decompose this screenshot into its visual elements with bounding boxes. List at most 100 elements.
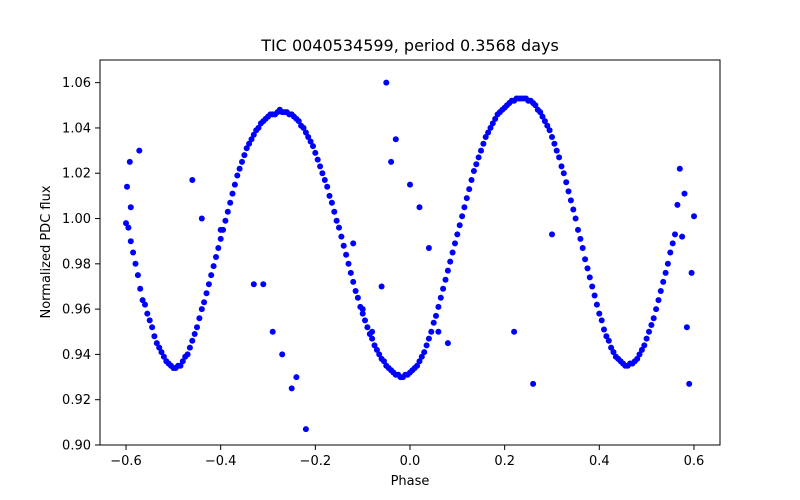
x-tick-label: −0.6: [110, 454, 142, 469]
data-point: [321, 177, 328, 183]
y-tick-label: 0.92: [62, 393, 91, 408]
data-point: [638, 346, 645, 353]
data-point: [428, 328, 435, 335]
data-point: [376, 351, 383, 358]
data-point: [234, 172, 241, 179]
data-point: [241, 152, 248, 159]
data-point: [437, 294, 444, 301]
data-point: [657, 288, 664, 294]
data-point: [224, 208, 231, 215]
data-point: [456, 222, 463, 229]
data-point: [222, 217, 229, 224]
data-point: [646, 328, 652, 335]
data-point: [636, 351, 643, 358]
data-point: [359, 310, 366, 317]
x-tick-label: 0.0: [400, 454, 421, 469]
x-axis-label: Phase: [391, 474, 430, 489]
data-point: [440, 285, 447, 292]
data-point: [444, 267, 451, 274]
data-point: [586, 274, 593, 281]
y-axis-ticks: 0.90 0.92 0.94 0.96 0.98 1.00 1.02 1.04 1.06: [62, 76, 100, 454]
data-point: [246, 140, 253, 147]
data-point: [179, 358, 186, 365]
data-point: [279, 351, 286, 358]
data-point: [423, 342, 430, 349]
data-point: [127, 238, 134, 245]
data-point: [430, 319, 437, 326]
y-tick-label: 1.06: [62, 76, 91, 91]
data-point: [579, 245, 586, 251]
x-axis-ticks: −0.6 −0.4 −0.2 0.0 0.2 0.4 0.6: [110, 445, 704, 469]
data-point: [127, 204, 134, 211]
data-point: [572, 215, 579, 222]
data-point: [634, 355, 641, 362]
data-point: [662, 269, 669, 276]
data-point: [655, 297, 662, 304]
data-point: [373, 346, 380, 353]
data-point: [364, 324, 371, 331]
x-tick-label: 0.4: [589, 454, 610, 469]
data-point: [359, 306, 366, 313]
x-tick-label: −0.4: [205, 454, 237, 469]
data-point: [549, 231, 555, 238]
data-point: [352, 288, 359, 294]
data-point: [302, 426, 309, 433]
data-point: [293, 374, 300, 381]
data-point: [470, 168, 477, 174]
data-point: [556, 154, 563, 161]
data-point: [158, 349, 165, 356]
data-point: [184, 351, 191, 358]
data-point: [333, 217, 340, 224]
data-point: [149, 324, 156, 331]
data-point: [511, 328, 518, 335]
data-point: [205, 281, 212, 288]
data-point: [137, 285, 144, 292]
data-point: [416, 358, 423, 365]
data-point: [643, 335, 650, 342]
data-point: [473, 161, 480, 168]
data-point: [454, 231, 461, 238]
data-point: [255, 124, 262, 131]
data-point: [305, 134, 312, 140]
data-point: [160, 353, 167, 360]
data-point: [198, 215, 205, 222]
data-point: [435, 328, 442, 335]
data-point: [338, 233, 345, 240]
data-point: [231, 181, 238, 188]
data-point: [425, 245, 432, 251]
data-point: [153, 340, 160, 347]
data-point: [132, 260, 139, 267]
data-point: [191, 331, 198, 337]
data-point: [650, 315, 657, 322]
data-point: [563, 179, 570, 186]
data-point: [371, 342, 378, 349]
data-point: [295, 118, 302, 125]
data-point: [603, 333, 610, 340]
data-point: [478, 147, 484, 154]
data-point: [425, 335, 432, 342]
data-point: [217, 226, 224, 233]
data-point: [688, 269, 695, 276]
data-point: [123, 220, 129, 227]
data-point: [452, 240, 458, 247]
y-tick-label: 0.94: [62, 348, 91, 363]
data-point: [421, 349, 428, 356]
data-point: [134, 272, 141, 279]
data-point: [208, 272, 215, 279]
data-point: [577, 235, 584, 242]
data-points: [123, 79, 697, 433]
data-point: [679, 233, 686, 240]
data-point: [584, 265, 591, 272]
data-point: [350, 240, 357, 247]
data-point: [146, 317, 153, 324]
data-point: [589, 283, 596, 290]
data-point: [269, 328, 276, 335]
data-point: [433, 312, 439, 319]
y-tick-label: 0.90: [62, 439, 91, 454]
data-point: [532, 102, 539, 109]
data-point: [664, 260, 671, 267]
data-point: [203, 290, 210, 297]
y-tick-label: 1.04: [62, 121, 91, 136]
data-point: [553, 147, 560, 154]
